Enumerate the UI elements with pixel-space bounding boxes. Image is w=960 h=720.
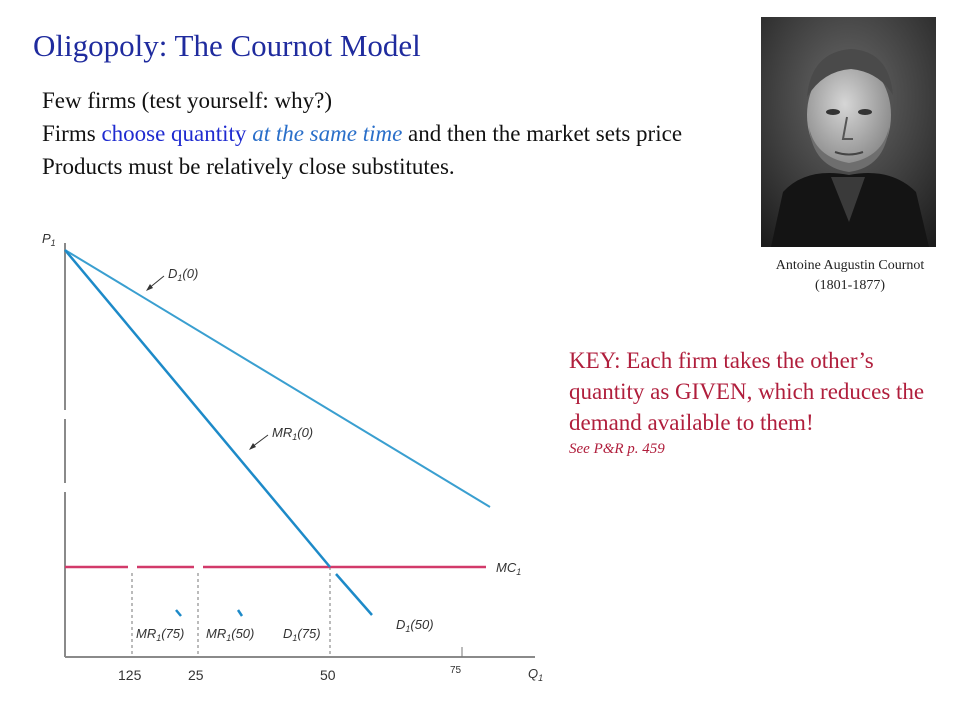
highlight-same-time: at the same time (252, 121, 403, 146)
d50-main: D (396, 617, 405, 632)
key-text: KEY: Each firm takes the other’s quantit… (569, 348, 925, 435)
page-title: Oligopoly: The Cournot Model (33, 28, 421, 63)
x-axis-main: Q (528, 666, 538, 681)
d75-sub: 1 (292, 633, 297, 643)
d0-label: D1(0) (168, 266, 198, 283)
d75-arg: (75) (297, 626, 320, 641)
bullet-choose-quantity: Firms choose quantity at the same time a… (42, 117, 682, 150)
cournot-diagram: P1 Q1 D1(0) MR1(0) MC1 MR1(75) MR1(50) D… (42, 231, 543, 683)
mr0-arg: (0) (297, 425, 313, 440)
d50-sub: 1 (405, 624, 410, 634)
mc-main: MC (496, 560, 517, 575)
d0-sub: 1 (177, 273, 182, 283)
y-axis-label: P1 (42, 231, 56, 248)
bullet-text: Firms (42, 121, 102, 146)
mr0-sub: 1 (292, 432, 297, 442)
x-axis-label: Q1 (528, 666, 543, 683)
mc-label: MC1 (496, 560, 521, 577)
caption-years: (1801-1877) (815, 278, 885, 293)
bullet-few-firms: Few firms (test yourself: why?) (42, 88, 332, 113)
bullet-text-end: and then the market sets price (402, 121, 683, 146)
bullet-list: Few firms (test yourself: why?) Firms ch… (42, 84, 682, 183)
mr0-arrow-head (249, 443, 256, 450)
key-note: KEY: Each firm takes the other’s quantit… (569, 345, 949, 460)
mr75-label: MR1(75) (136, 626, 184, 643)
mr50-stub (236, 609, 244, 617)
demand-curve-d50 (335, 573, 373, 616)
mr50-arg: (50) (231, 626, 254, 641)
mr75-main: MR (136, 626, 156, 641)
caption-name: Antoine Augustin Cournot (775, 258, 925, 273)
x-axis-sub: 1 (538, 673, 543, 683)
y-axis-main: P (42, 231, 51, 246)
x-tick-label: 25 (188, 667, 204, 683)
d50-arg: (50) (410, 617, 433, 632)
mr-curve-0 (64, 249, 331, 568)
x-tick-label: 75 (450, 665, 462, 676)
highlight-choose-quantity: choose quantity (101, 121, 247, 146)
portrait-caption: Antoine Augustin Cournot (1801-1877) (740, 256, 960, 296)
mr75-stub (175, 609, 182, 617)
mr50-sub: 1 (226, 633, 231, 643)
mr50-main: MR (206, 626, 226, 641)
bullet-substitutes: Products must be relatively close substi… (42, 154, 455, 179)
x-tick-label: 50 (320, 667, 336, 683)
x-tick-label: 125 (118, 667, 142, 683)
d0-arg: (0) (182, 266, 198, 281)
mr75-sub: 1 (156, 633, 161, 643)
portrait-photo-icon (761, 17, 936, 247)
d0-main: D (168, 266, 177, 281)
mr0-label-arrow (251, 434, 269, 448)
d75-main: D (283, 626, 292, 641)
d0-arrow-head (146, 284, 153, 291)
mr0-main: MR (272, 425, 292, 440)
key-reference: See P&R p. 459 (569, 441, 665, 457)
y-axis-sub: 1 (51, 238, 56, 248)
mr50-label: MR1(50) (206, 626, 254, 643)
mc-sub: 1 (516, 567, 521, 577)
demand-curve-d0 (64, 249, 491, 508)
mr75-arg: (75) (161, 626, 184, 641)
mr0-label: MR1(0) (272, 425, 313, 442)
d50-label: D1(50) (396, 617, 434, 634)
d75-label: D1(75) (283, 626, 321, 643)
